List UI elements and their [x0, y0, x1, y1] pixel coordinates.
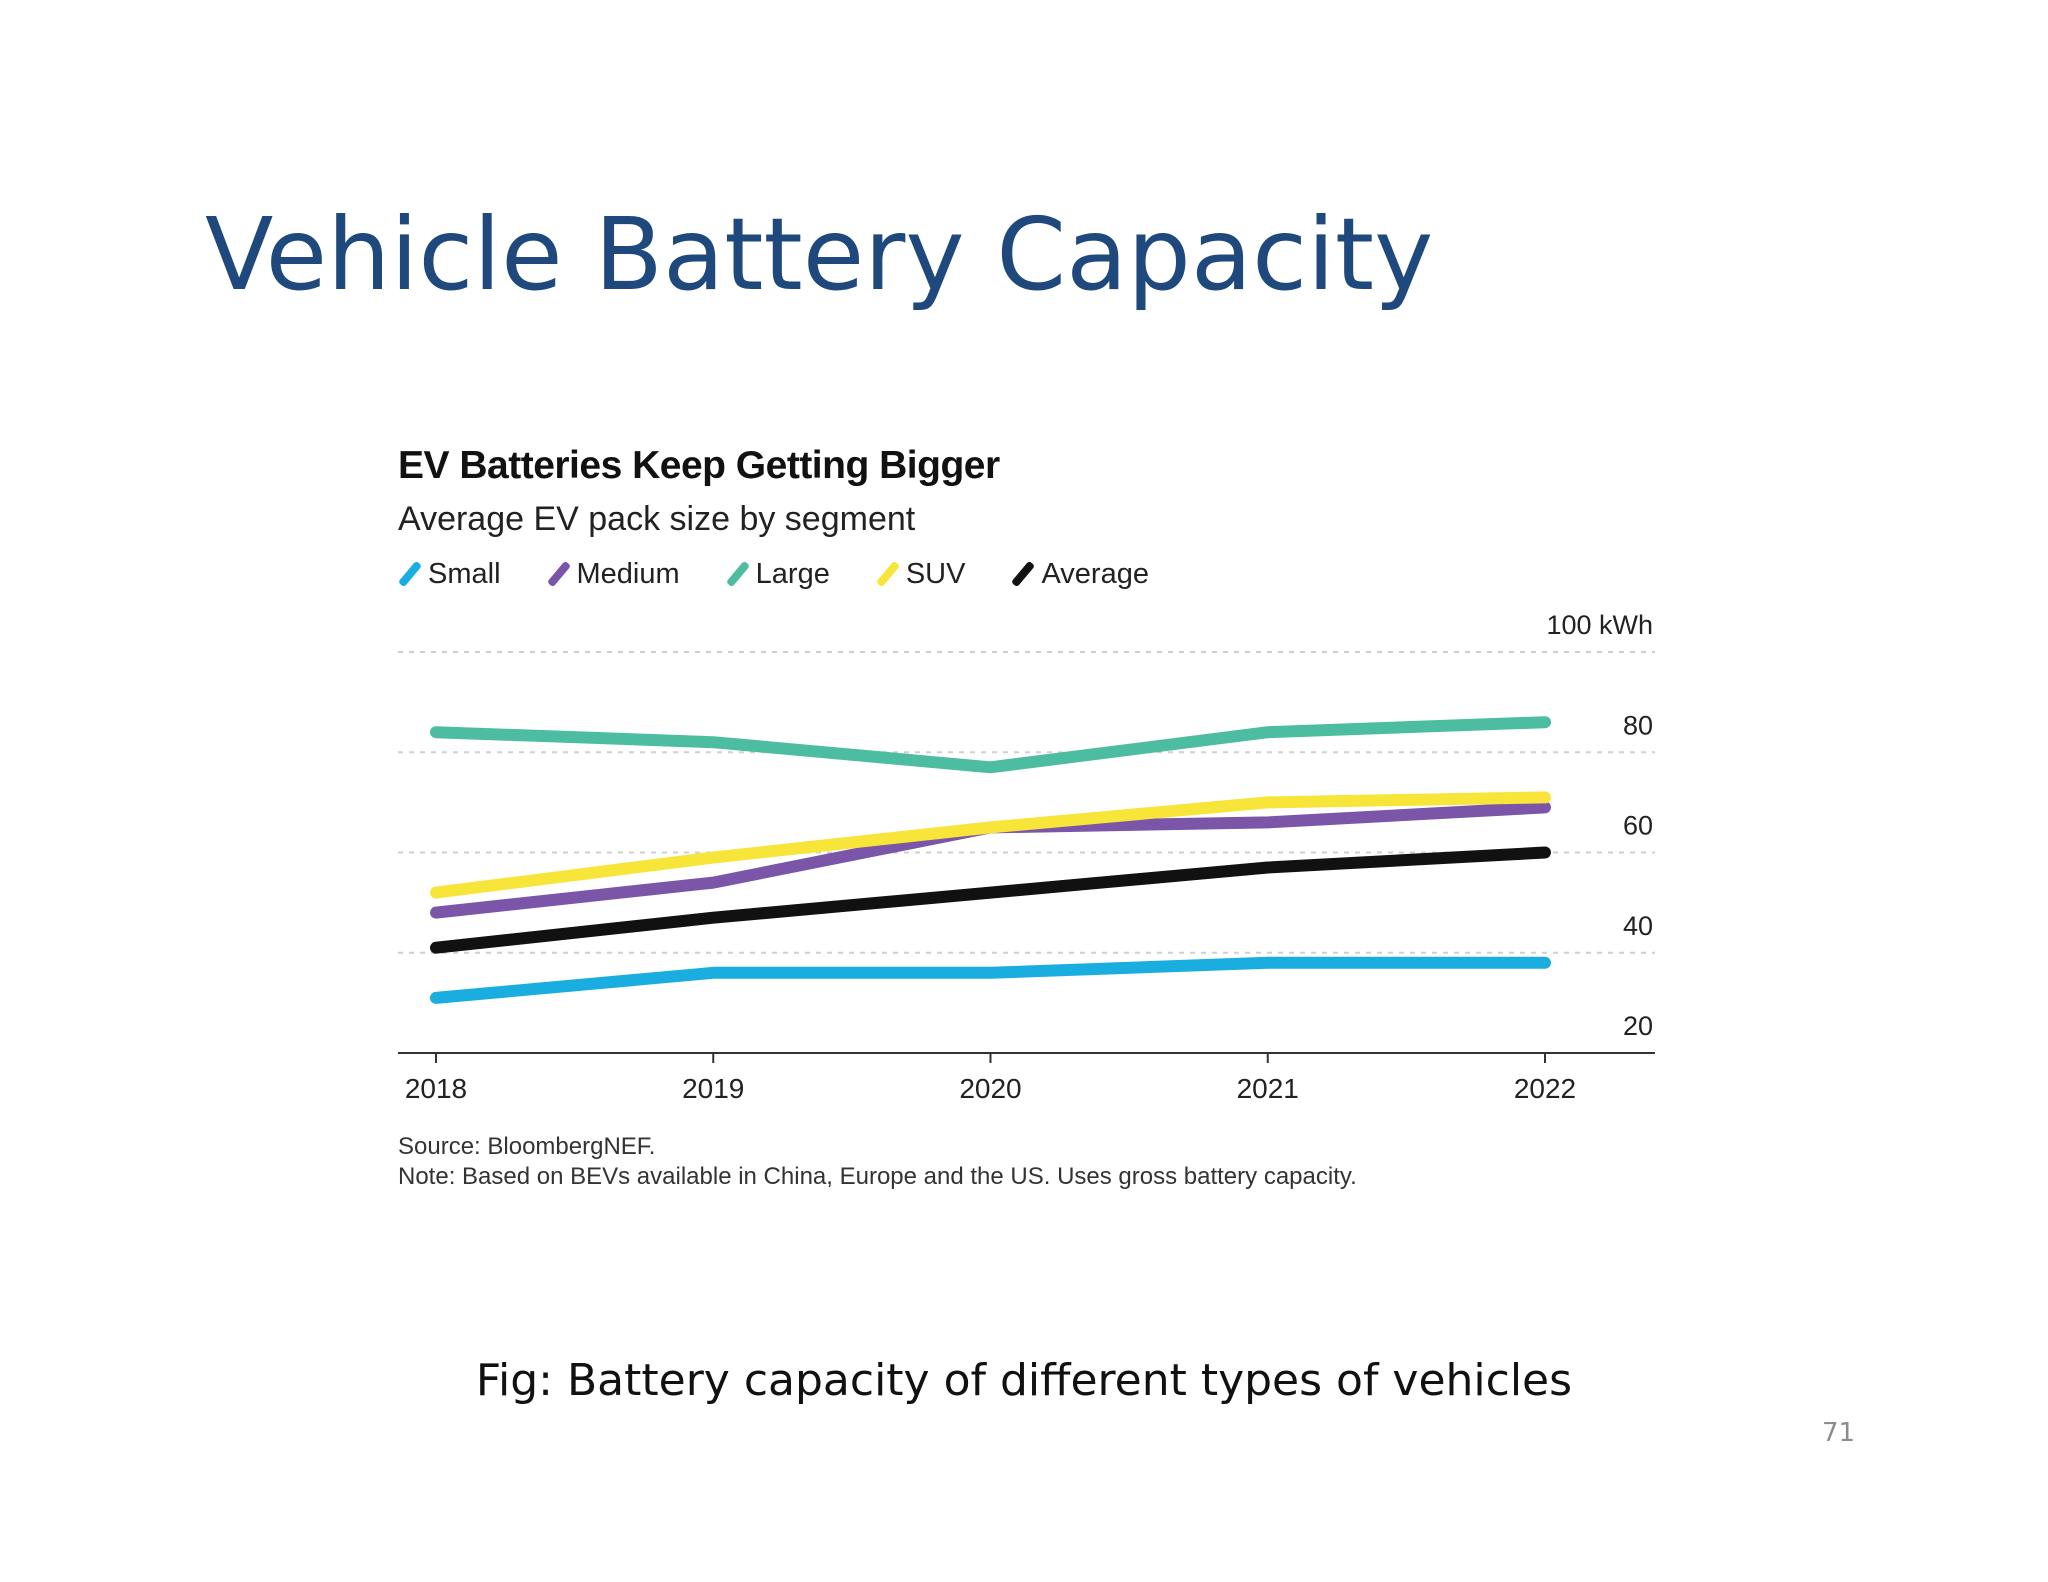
figure-caption: Fig: Battery capacity of different types…	[475, 1355, 1573, 1406]
y-tick-label-20: 20	[1623, 1011, 1653, 1041]
series-line-average	[430, 846, 1551, 954]
y-tick-label-60: 60	[1623, 811, 1653, 841]
series-line-suv	[430, 791, 1551, 899]
series-line-large	[430, 716, 1551, 774]
x-tick-label-2019: 2019	[682, 1073, 744, 1104]
chart-legend: Small Medium Large SUV Average	[397, 554, 1195, 594]
x-tick-label-2018: 2018	[405, 1073, 467, 1104]
legend-label-average: Average	[1041, 557, 1149, 590]
legend-label-small: Small	[428, 557, 501, 590]
x-tick-label-2022: 2022	[1514, 1073, 1576, 1104]
chart-source: Source: BloombergNEF.	[398, 1133, 656, 1160]
page-number: 71	[1822, 1418, 1856, 1448]
x-tick-label-2020: 2020	[959, 1073, 1021, 1104]
legend-item-suv: SUV	[875, 557, 966, 591]
y-tick-label-100: 100 kWh	[1546, 610, 1653, 640]
y-tick-label-40: 40	[1623, 911, 1653, 941]
chart-note: Note: Based on BEVs available in China, …	[398, 1163, 1357, 1190]
chart-subtitle: Average EV pack size by segment	[398, 500, 916, 538]
x-tick-label-2021: 2021	[1237, 1073, 1299, 1104]
legend-label-large: Large	[755, 557, 830, 590]
legend-item-large: Large	[725, 557, 830, 591]
legend-label-medium: Medium	[576, 557, 680, 590]
legend-item-medium: Medium	[546, 557, 680, 591]
legend-item-small: Small	[397, 557, 501, 591]
y-tick-label-80: 80	[1623, 710, 1653, 740]
series-line-small	[430, 956, 1551, 1004]
chart-title: EV Batteries Keep Getting Bigger	[398, 444, 1000, 487]
slide-title: Vehicle Battery Capacity	[205, 196, 1434, 313]
legend-label-suv: SUV	[905, 557, 966, 590]
legend-item-average: Average	[1011, 558, 1149, 591]
